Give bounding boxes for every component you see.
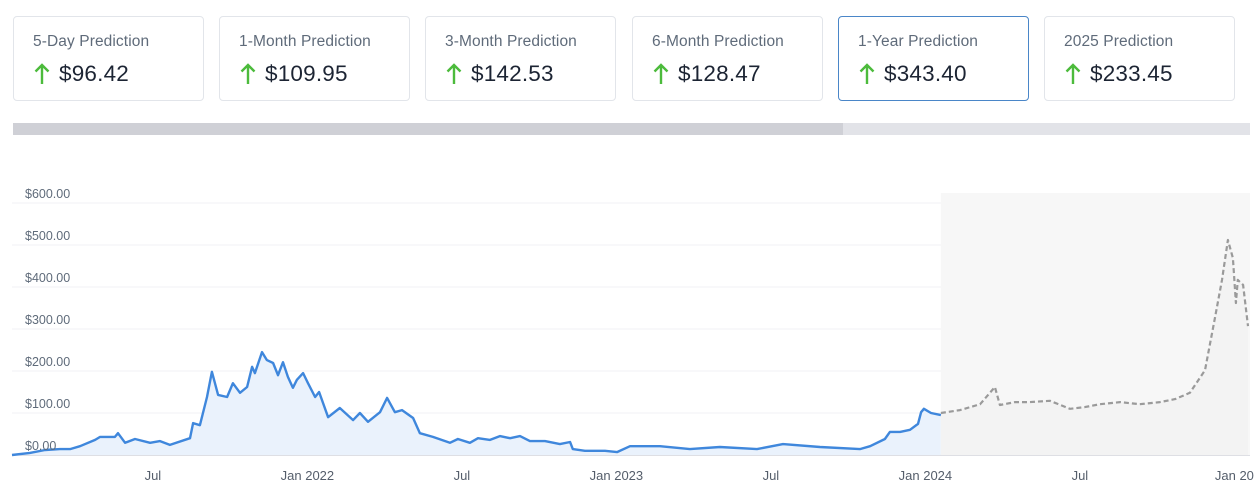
history-area <box>12 352 941 455</box>
card-3-month-prediction[interactable]: 3-Month Prediction $142.53 <box>425 16 616 101</box>
y-tick-label: $600.00 <box>25 187 70 201</box>
arrow-up-icon <box>34 63 50 84</box>
chart-areas <box>12 193 1250 455</box>
x-tick-label: Jan 2024 <box>899 468 953 483</box>
card-value: $109.95 <box>265 61 348 86</box>
card-value: $233.45 <box>1090 61 1173 86</box>
y-tick-label: $0.00 <box>25 439 56 453</box>
card-label: 3-Month Prediction <box>445 33 577 50</box>
card-1-year-prediction[interactable]: 1-Year Prediction $343.40 <box>838 16 1029 101</box>
card-value: $142.53 <box>471 61 554 86</box>
card-value: $128.47 <box>678 61 761 86</box>
card-label: 1-Month Prediction <box>239 33 371 50</box>
y-tick-label: $200.00 <box>25 355 70 369</box>
card-label: 1-Year Prediction <box>858 33 979 50</box>
x-tick-label: Jul <box>763 468 780 483</box>
chart-lines <box>11 238 1250 457</box>
y-axis-labels: $0.00 $100.00 $200.00 $300.00 $400.00 $500.00… <box>25 187 70 453</box>
history-line <box>11 350 942 457</box>
arrow-up-icon <box>1065 63 1081 84</box>
card-2025-prediction[interactable]: 2025 Prediction $233.45 <box>1044 16 1235 101</box>
x-tick-label: Jul <box>145 468 162 483</box>
y-tick-label: $100.00 <box>25 397 70 411</box>
forecast-line <box>940 238 1250 415</box>
card-label: 5-Day Prediction <box>33 33 150 50</box>
arrow-up-icon <box>446 63 462 84</box>
x-tick-label: Jan 2023 <box>590 468 644 483</box>
card-5-day-prediction[interactable]: 5-Day Prediction $96.42 <box>13 16 204 101</box>
y-tick-label: $500.00 <box>25 229 70 243</box>
card-label: 2025 Prediction <box>1064 33 1174 50</box>
card-1-month-prediction[interactable]: 1-Month Prediction $109.95 <box>219 16 410 101</box>
card-value: $96.42 <box>59 61 130 86</box>
x-tick-label: Jul <box>1072 468 1089 483</box>
card-6-month-prediction[interactable]: 6-Month Prediction $128.47 <box>632 16 823 101</box>
y-tick-label: $400.00 <box>25 271 70 285</box>
x-axis-labels: Jul Jan 2022 Jul Jan 2023 Jul Jan 2024 Jul Jan … <box>145 468 1254 483</box>
scrollbar-thumb[interactable] <box>13 123 843 135</box>
x-tick-label: Jan 2022 <box>281 468 335 483</box>
arrow-up-icon <box>240 63 256 84</box>
horizontal-scrollbar[interactable] <box>13 123 1250 135</box>
prediction-cards: 5-Day Prediction $96.42 1-Month Predicti… <box>13 16 1238 104</box>
y-tick-label: $300.00 <box>25 313 70 327</box>
card-label: 6-Month Prediction <box>652 33 784 50</box>
card-value: $343.40 <box>884 61 967 86</box>
arrow-up-icon <box>653 63 669 84</box>
x-tick-label: Jan 20 <box>1215 468 1254 483</box>
arrow-up-icon <box>859 63 875 84</box>
x-tick-label: Jul <box>454 468 471 483</box>
forecast-area <box>940 240 1248 455</box>
